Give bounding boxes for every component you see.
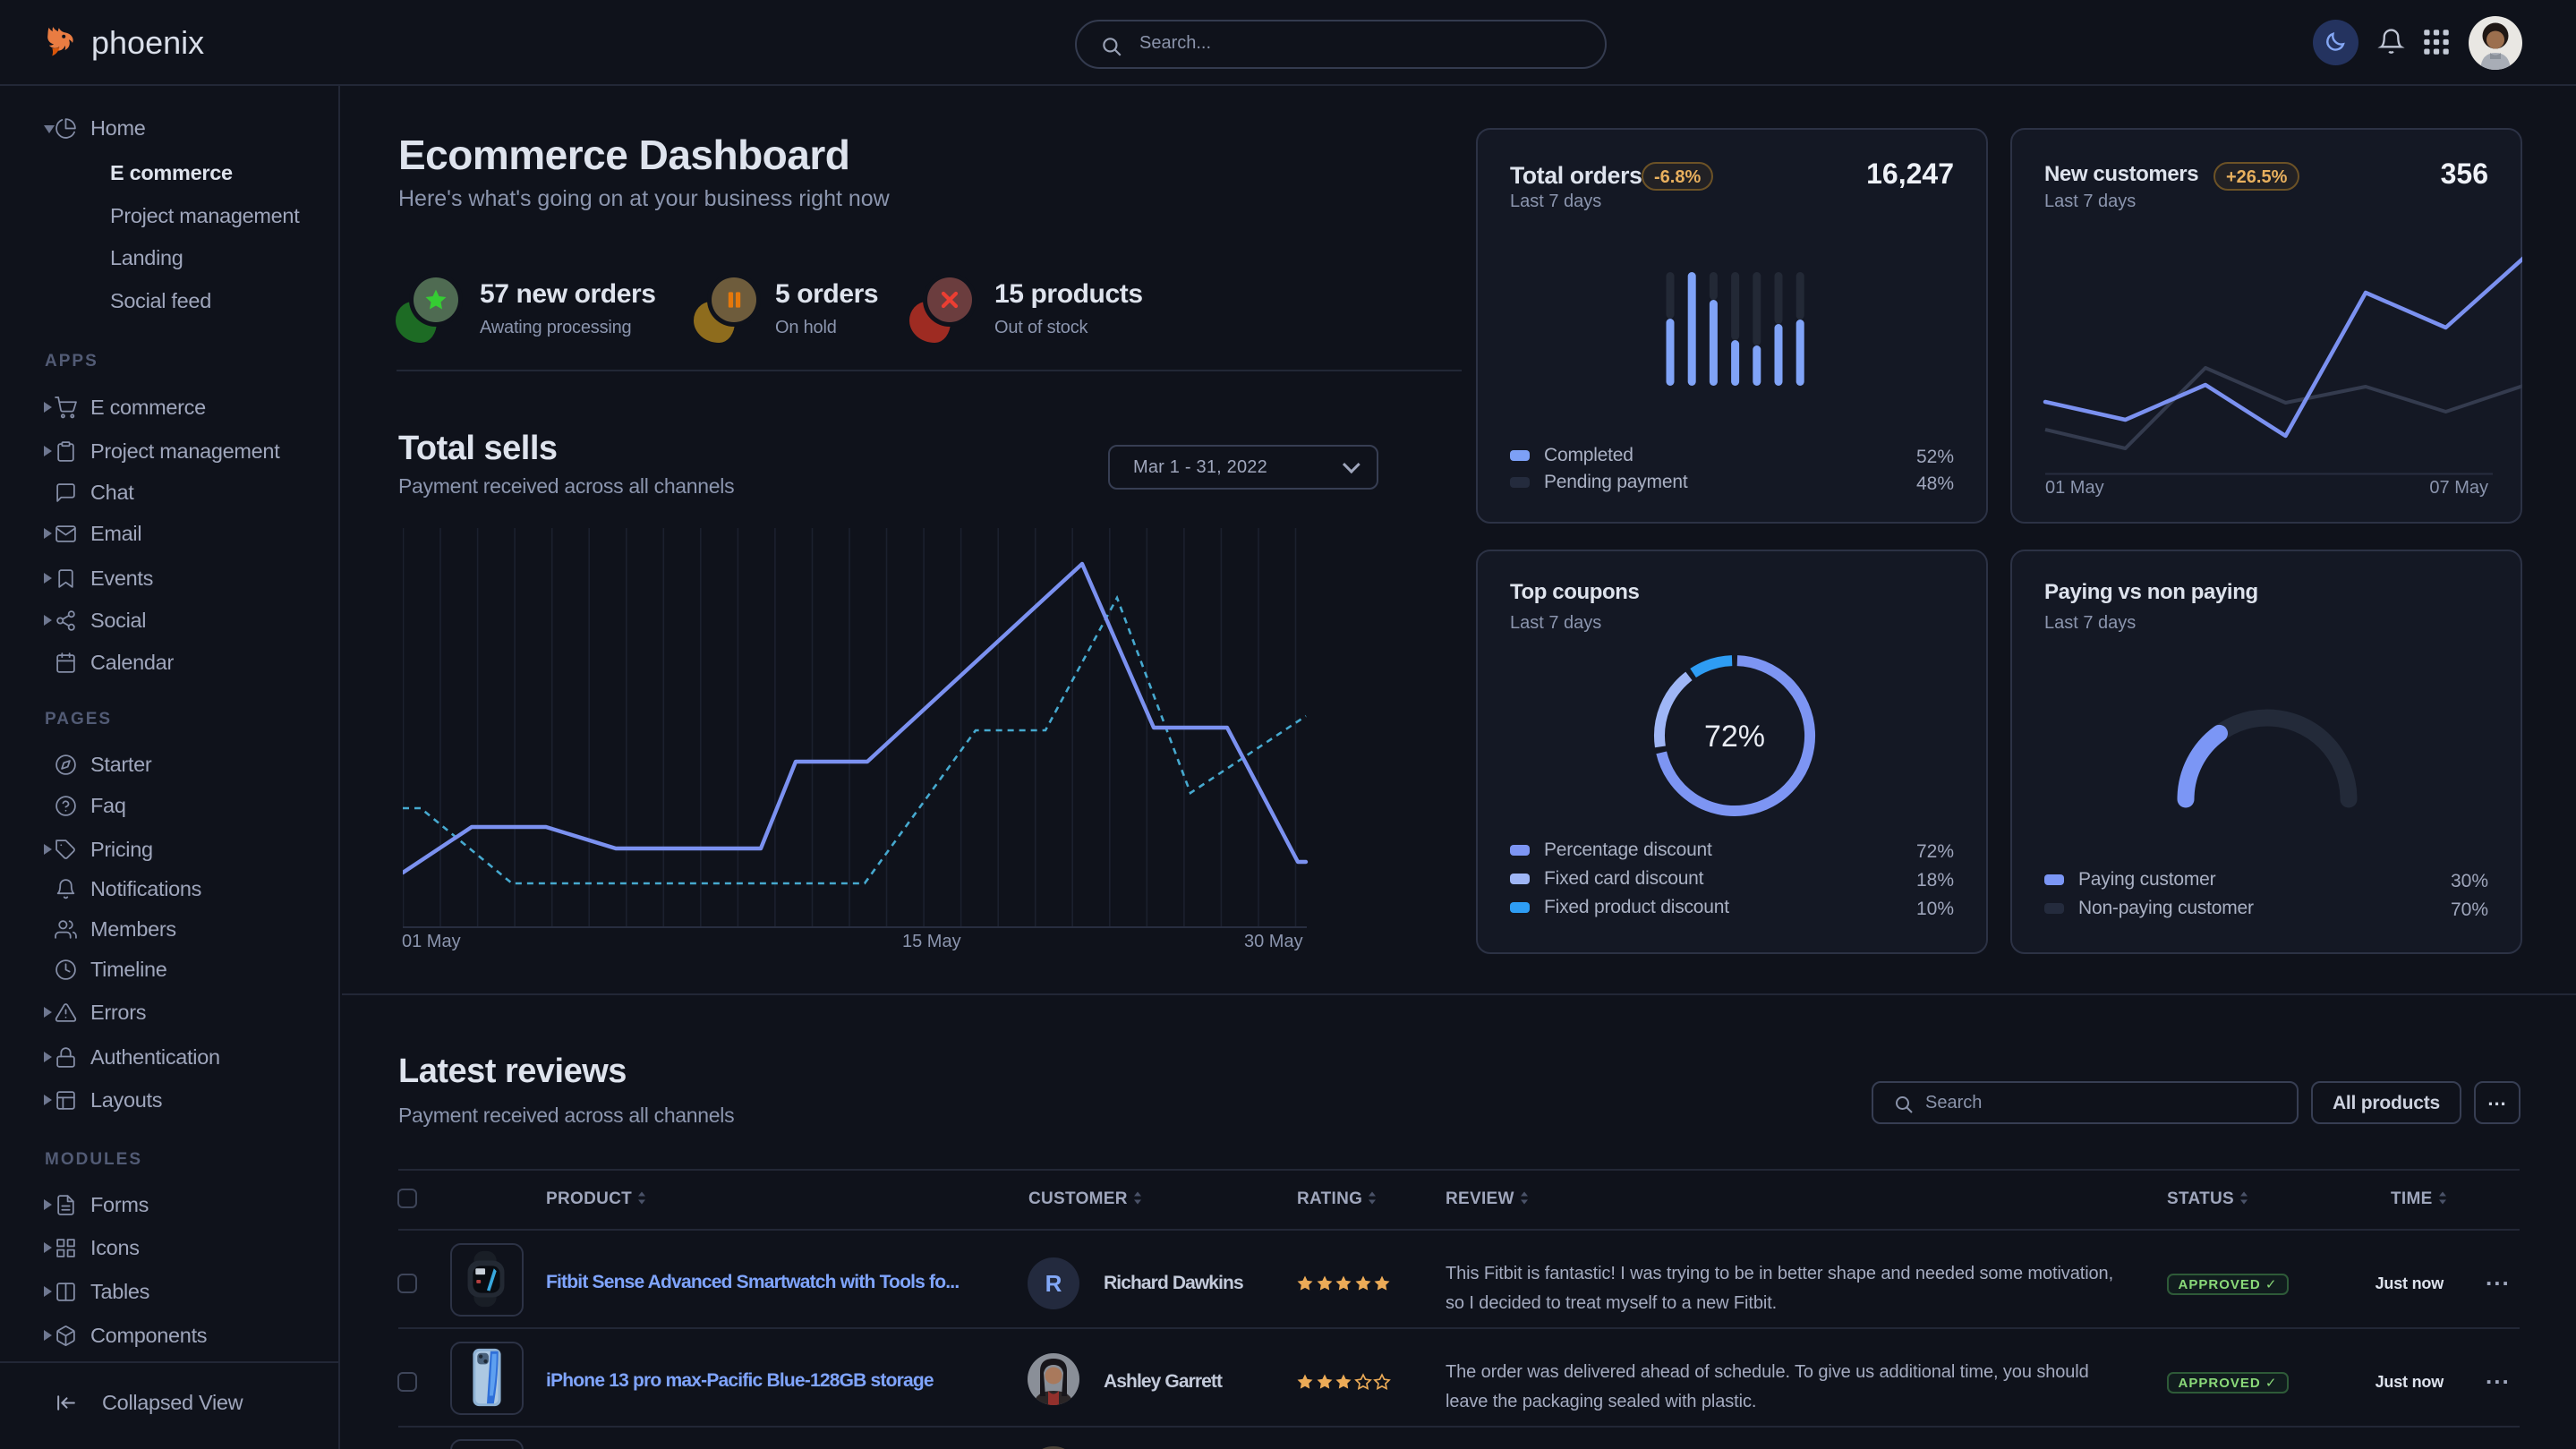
svg-text:72%: 72% [1704, 720, 1765, 754]
